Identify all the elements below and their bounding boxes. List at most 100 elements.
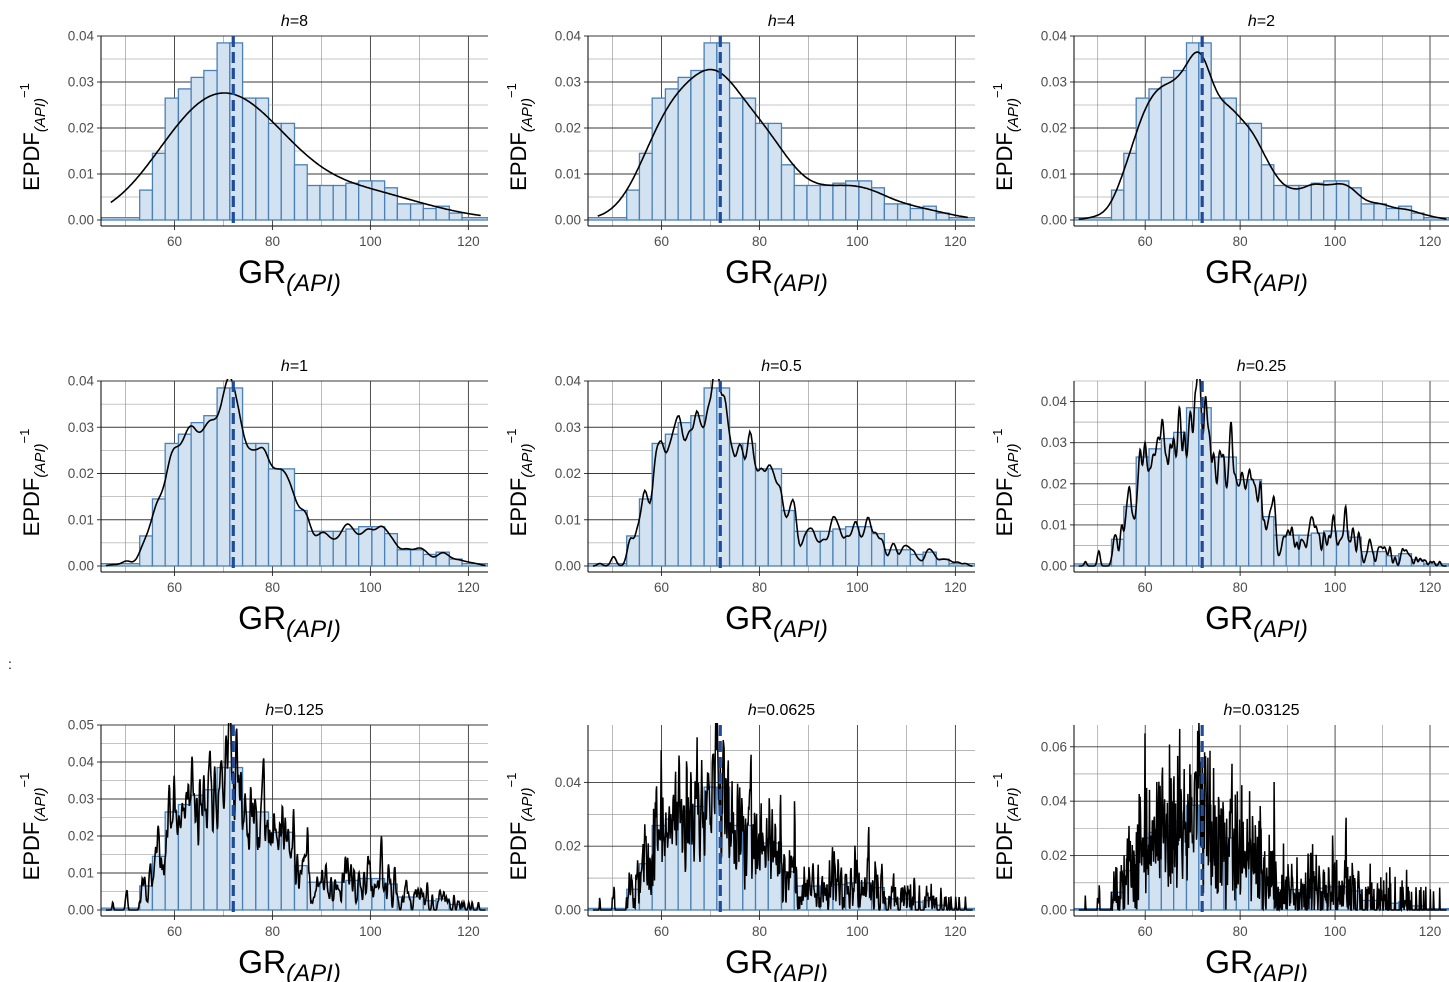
x-tick-label: 100	[846, 580, 869, 595]
y-axis-title: EPDF(API)−1	[504, 773, 536, 881]
x-axis-title: GR(API)	[1205, 254, 1308, 297]
histogram-bar-16	[1285, 534, 1300, 567]
x-tick-label: 60	[1138, 580, 1153, 595]
y-tick-label: 0.03	[68, 75, 94, 90]
histogram-bar-14	[780, 164, 795, 221]
histogram-bar-19	[358, 526, 373, 567]
x-tick-label: 100	[1324, 924, 1347, 939]
histogram-bar-21	[1348, 187, 1362, 221]
x-axis-title: GR(API)	[725, 254, 828, 297]
x-axis-title: GR(API)	[1205, 600, 1308, 643]
histogram-bar-18	[1310, 182, 1325, 221]
histogram-bar-16	[319, 184, 334, 221]
histogram-bar-5	[1148, 88, 1162, 221]
histogram-bars	[588, 387, 975, 567]
y-tick-label: 0.02	[1041, 476, 1067, 491]
y-axis-title: EPDF(API)−1	[17, 83, 49, 191]
x-tick-label: 60	[1138, 924, 1153, 939]
x-tick-label: 100	[846, 234, 869, 249]
y-tick-label: 0.01	[1041, 517, 1067, 532]
histogram-bars	[101, 766, 488, 911]
histogram-bar-17	[332, 184, 347, 221]
histogram-bar-11	[742, 97, 757, 221]
density-curve	[105, 379, 486, 567]
histogram-bar-12	[1235, 479, 1250, 567]
y-tick-label: 0.00	[1041, 213, 1067, 228]
y-axis-title: EPDF(API)−1	[17, 429, 49, 537]
y-tick-label: 0.02	[68, 829, 94, 844]
x-axis-title: GR(API)	[725, 944, 828, 982]
histogram-bar-21	[383, 532, 399, 567]
x-tick-label: 60	[654, 234, 669, 249]
histogram-bar-14	[780, 509, 795, 567]
histogram-bar-23	[409, 549, 424, 567]
panel-5: 0.00 0.01 0.02 0.03 0.04 60 80 100 120 h=0.5 GR(AP…	[504, 358, 975, 643]
histogram-bar-8	[1185, 42, 1200, 221]
y-tick-label: 0.02	[555, 121, 581, 136]
histogram-bar-5	[177, 433, 192, 567]
x-axis-title: GR(API)	[1205, 944, 1308, 982]
x-tick-label: 60	[167, 924, 182, 939]
histogram-bar-6	[1160, 76, 1175, 221]
panel-title: h=4	[768, 13, 795, 30]
x-tick-label: 80	[752, 580, 767, 595]
histogram-bar-27	[948, 217, 975, 221]
histogram-bar-7	[203, 415, 218, 567]
histogram-bar-15	[306, 530, 321, 567]
panel-3: 0.00 0.01 0.02 0.03 0.04 60 80 100 120 h=2 GR(API)…	[990, 13, 1449, 297]
y-tick-label: 0.00	[1041, 559, 1067, 574]
histogram-bar-24	[422, 207, 437, 221]
histogram-bar-2	[139, 535, 154, 567]
y-tick-label: 0.01	[555, 167, 581, 182]
panel-1: 0.00 0.01 0.02 0.03 0.04 60 80 100 120 h=8 GR(API)…	[17, 13, 488, 297]
x-tick-label: 100	[359, 924, 382, 939]
histogram-bar-2	[626, 189, 641, 221]
y-tick-label: 0.01	[68, 866, 94, 881]
histogram-bar-7	[203, 789, 218, 911]
y-tick-label: 0.00	[555, 903, 581, 918]
y-tick-label: 0.02	[555, 839, 581, 854]
histogram-bar-19	[845, 526, 860, 567]
x-tick-label: 80	[265, 924, 280, 939]
y-axis-title: EPDF(API)−1	[504, 83, 536, 191]
histogram-bar-7	[690, 69, 705, 221]
panel-title: h=0.25	[1237, 358, 1286, 375]
panel-title: h=1	[281, 358, 308, 375]
y-tick-label: 0.01	[555, 512, 581, 527]
histogram-bar-2	[626, 535, 641, 567]
histogram-bar-11	[742, 442, 757, 567]
panel-2: 0.00 0.01 0.02 0.03 0.04 60 80 100 120 h=4 GR(API)…	[504, 13, 975, 297]
histogram-bar-11	[1223, 97, 1237, 221]
histogram-bar-17	[1298, 184, 1312, 221]
histogram-bar-12	[1235, 122, 1250, 221]
x-tick-label: 60	[1138, 234, 1153, 249]
panel-title: h=2	[1248, 13, 1275, 30]
y-tick-label: 0.04	[555, 374, 582, 389]
histogram-bar-1	[101, 217, 141, 221]
y-tick-label: 0.03	[68, 792, 94, 807]
histogram-bar-20	[1335, 180, 1350, 221]
histogram-bar-12	[267, 468, 282, 567]
histogram-bar-8	[216, 387, 231, 567]
histogram-bar-14	[293, 164, 308, 221]
x-tick-label: 100	[359, 234, 382, 249]
x-tick-label: 120	[944, 924, 967, 939]
density-curve	[1078, 379, 1447, 567]
x-tick-label: 120	[944, 580, 967, 595]
histogram-bar-4	[164, 442, 180, 567]
x-tick-label: 120	[457, 924, 480, 939]
x-tick-label: 80	[265, 580, 280, 595]
y-axis-title: EPDF(API)−1	[504, 429, 536, 537]
y-tick-label: 0.02	[1041, 848, 1067, 863]
x-tick-label: 100	[1324, 580, 1347, 595]
histogram-bar-23	[409, 203, 424, 221]
histogram-bar-7	[203, 69, 218, 221]
x-tick-label: 60	[654, 580, 669, 595]
stray-colon: :	[8, 656, 12, 672]
x-axis-title: GR(API)	[238, 600, 341, 643]
histogram-bar-19	[1323, 180, 1338, 221]
y-tick-label: 0.03	[555, 420, 581, 435]
histogram-bar-10	[241, 97, 257, 221]
histogram-bar-15	[793, 184, 808, 221]
x-axis-title: GR(API)	[238, 254, 341, 297]
